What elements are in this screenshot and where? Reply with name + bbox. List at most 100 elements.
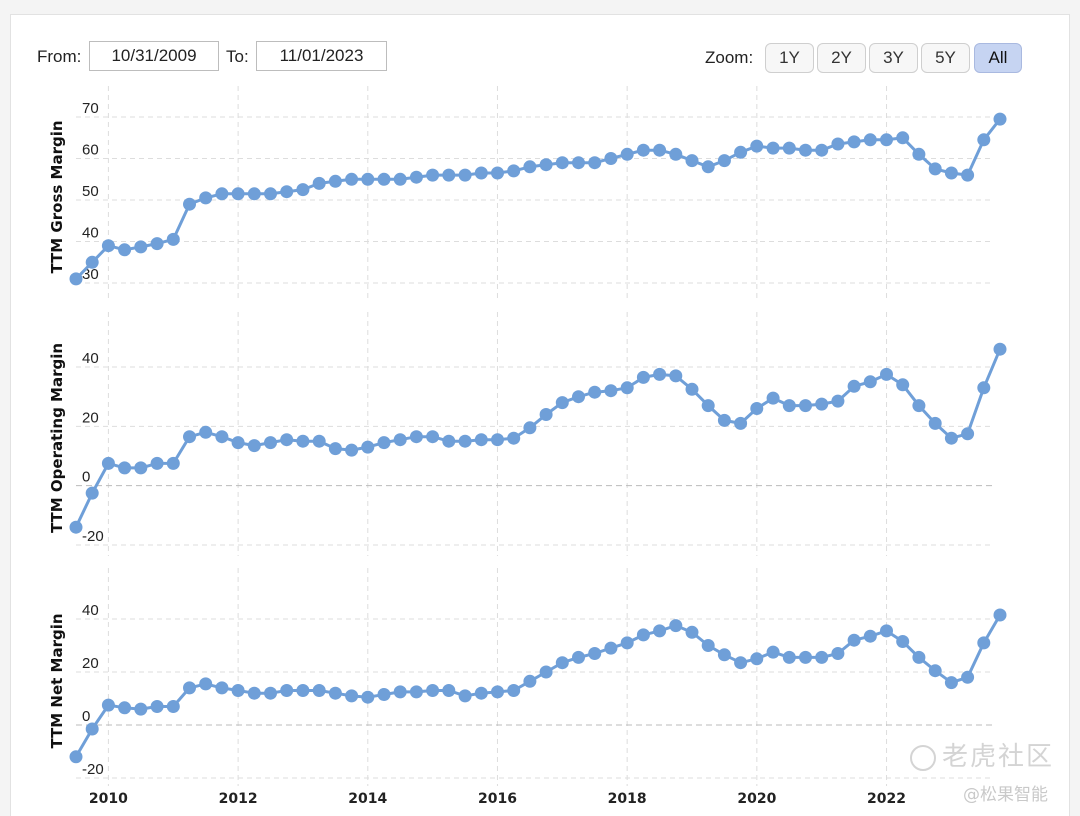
- data-point[interactable]: [588, 156, 602, 170]
- data-point[interactable]: [199, 425, 213, 439]
- data-point[interactable]: [426, 684, 440, 697]
- data-point[interactable]: [653, 367, 667, 381]
- data-point[interactable]: [766, 645, 780, 659]
- data-point[interactable]: [766, 391, 780, 405]
- data-point[interactable]: [636, 143, 650, 157]
- data-point[interactable]: [734, 656, 748, 670]
- data-point[interactable]: [507, 431, 521, 445]
- data-point[interactable]: [199, 677, 213, 691]
- data-point[interactable]: [442, 168, 456, 182]
- data-point[interactable]: [377, 688, 391, 701]
- data-point[interactable]: [393, 433, 407, 447]
- data-point[interactable]: [539, 408, 553, 421]
- data-point[interactable]: [620, 636, 634, 650]
- data-point[interactable]: [183, 197, 196, 211]
- data-point[interactable]: [150, 237, 164, 251]
- data-point[interactable]: [69, 272, 83, 286]
- data-point[interactable]: [685, 382, 699, 396]
- data-point[interactable]: [717, 413, 731, 427]
- data-point[interactable]: [264, 187, 277, 201]
- zoom-1y-button[interactable]: 1Y: [765, 43, 814, 73]
- data-point[interactable]: [572, 156, 585, 170]
- data-point[interactable]: [328, 686, 342, 700]
- data-point[interactable]: [863, 375, 877, 389]
- data-point[interactable]: [264, 436, 277, 450]
- data-point[interactable]: [474, 433, 488, 447]
- zoom-2y-button[interactable]: 2Y: [817, 43, 866, 73]
- data-point[interactable]: [85, 255, 99, 269]
- data-point[interactable]: [604, 152, 618, 165]
- data-point[interactable]: [766, 141, 780, 155]
- data-point[interactable]: [782, 141, 796, 155]
- data-point[interactable]: [69, 520, 83, 534]
- to-date-input[interactable]: [256, 41, 387, 71]
- data-point[interactable]: [685, 625, 699, 639]
- data-point[interactable]: [961, 168, 975, 182]
- data-point[interactable]: [539, 158, 553, 172]
- data-point[interactable]: [539, 665, 553, 679]
- data-point[interactable]: [993, 112, 1007, 126]
- data-point[interactable]: [961, 670, 975, 684]
- data-point[interactable]: [280, 185, 294, 199]
- data-point[interactable]: [880, 133, 893, 147]
- data-point[interactable]: [134, 240, 148, 254]
- data-point[interactable]: [750, 402, 764, 415]
- data-point[interactable]: [134, 702, 148, 716]
- data-point[interactable]: [231, 187, 245, 201]
- data-point[interactable]: [150, 700, 164, 713]
- data-point[interactable]: [166, 232, 180, 246]
- data-point[interactable]: [458, 689, 472, 703]
- data-point[interactable]: [296, 684, 310, 697]
- data-point[interactable]: [669, 369, 683, 383]
- data-point[interactable]: [701, 639, 715, 652]
- data-point[interactable]: [944, 431, 958, 445]
- data-point[interactable]: [312, 434, 326, 448]
- data-point[interactable]: [199, 191, 213, 205]
- data-point[interactable]: [296, 434, 310, 448]
- data-point[interactable]: [85, 486, 99, 500]
- data-point[interactable]: [247, 439, 261, 453]
- data-point[interactable]: [944, 166, 958, 180]
- data-point[interactable]: [815, 650, 829, 664]
- data-point[interactable]: [215, 430, 229, 444]
- data-point[interactable]: [993, 342, 1007, 356]
- data-point[interactable]: [345, 689, 359, 703]
- data-point[interactable]: [474, 686, 488, 700]
- data-point[interactable]: [118, 243, 132, 257]
- data-point[interactable]: [183, 681, 196, 695]
- zoom-3y-button[interactable]: 3Y: [869, 43, 918, 73]
- data-point[interactable]: [118, 461, 132, 475]
- data-point[interactable]: [393, 685, 407, 699]
- data-point[interactable]: [896, 635, 910, 648]
- data-point[interactable]: [426, 430, 440, 444]
- data-point[interactable]: [847, 379, 861, 393]
- data-point[interactable]: [669, 619, 683, 633]
- data-point[interactable]: [458, 434, 472, 448]
- data-point[interactable]: [377, 172, 391, 186]
- data-point[interactable]: [928, 162, 942, 176]
- data-point[interactable]: [134, 461, 148, 475]
- data-point[interactable]: [523, 160, 537, 174]
- data-point[interactable]: [491, 166, 504, 180]
- data-point[interactable]: [653, 143, 667, 157]
- data-point[interactable]: [69, 750, 83, 764]
- data-point[interactable]: [701, 160, 715, 174]
- data-point[interactable]: [831, 394, 845, 408]
- data-point[interactable]: [85, 722, 99, 736]
- data-point[interactable]: [361, 172, 375, 186]
- data-point[interactable]: [912, 650, 926, 664]
- data-point[interactable]: [961, 427, 975, 441]
- data-point[interactable]: [847, 633, 861, 647]
- data-point[interactable]: [685, 154, 699, 168]
- data-point[interactable]: [912, 399, 926, 413]
- data-point[interactable]: [799, 650, 812, 664]
- data-point[interactable]: [361, 690, 375, 704]
- data-point[interactable]: [555, 656, 569, 670]
- data-point[interactable]: [572, 650, 585, 664]
- data-point[interactable]: [555, 156, 569, 170]
- data-point[interactable]: [312, 176, 326, 190]
- data-point[interactable]: [166, 700, 180, 713]
- data-point[interactable]: [247, 187, 261, 201]
- data-point[interactable]: [977, 636, 991, 650]
- data-point[interactable]: [101, 456, 115, 470]
